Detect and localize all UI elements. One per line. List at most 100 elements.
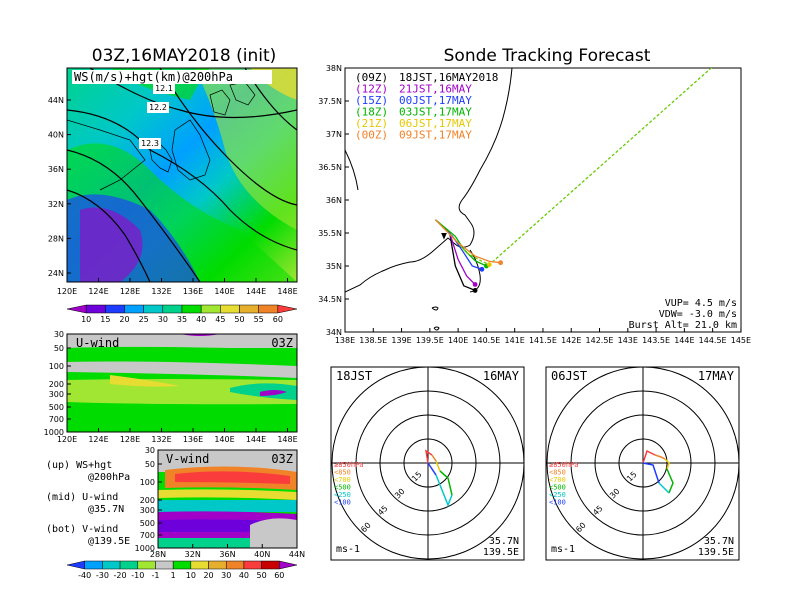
- hodo-left-trace: [427, 462, 437, 476]
- uv-colorbar-swatch: [137, 560, 156, 570]
- uv-colorbar-label: 1: [171, 571, 176, 580]
- track-lon-tick: 143.5E: [642, 336, 670, 345]
- contour-label-bg: [153, 83, 175, 94]
- u-lon-tick: 120E: [57, 435, 77, 444]
- ws-map-panel: WS(m/s)+hgt(km)@200hPa 12.1 12.2 12.3 44N 4…: [48, 67, 298, 296]
- map-lat-tick: 28N: [48, 234, 64, 243]
- map-lon-tick: 140E: [214, 287, 234, 296]
- uv-colorbar-swatch: [172, 560, 192, 570]
- u-p-tick: 30: [54, 330, 64, 339]
- uv-colorbar-swatch: [102, 560, 121, 570]
- uv-colorbar-swatch: [279, 560, 298, 570]
- v-wind-time: 03Z: [271, 452, 293, 466]
- hodo-right-lat: 35.7N: [704, 536, 734, 547]
- hodo-right-level-label: <700: [549, 476, 566, 484]
- uv-colorbar-label: 60: [274, 571, 284, 580]
- uv-colorbar-swatch: [243, 560, 262, 570]
- hodo-left-trace: [435, 474, 453, 508]
- ws-colorbar: 10 15 20 25 30 35 40 45 50 55 60: [66, 304, 298, 324]
- ws-colorbar-swatch: [239, 304, 259, 314]
- hodo-left-trace: [431, 454, 437, 462]
- u-p-tick: 500: [49, 403, 64, 412]
- hodo-right-trace: [664, 458, 670, 470]
- right-title: Sonde Tracking Forecast: [444, 46, 651, 66]
- track-lon-tick: 143E: [618, 336, 638, 345]
- v-lat-tick: 36N: [219, 550, 235, 559]
- uv-colorbar-swatch: [225, 560, 245, 570]
- map-lon-tick: 120E: [57, 287, 77, 296]
- u-lon-tick: 128E: [120, 435, 140, 444]
- hodo-left-level-label: ≥850hPa: [334, 461, 364, 469]
- hodo-right-trace: [658, 482, 670, 494]
- ws-colorbar-label: 10: [81, 315, 91, 324]
- hodo-left-lat: 35.7N: [489, 536, 519, 547]
- track-legend-run: (21Z): [355, 117, 388, 130]
- uv-colorbar: -40 -30 -20 -10 -1 1 10 20 30 40 50 60: [66, 560, 298, 580]
- ws-colorbar-swatch: [105, 304, 125, 314]
- track-landing-point: [479, 266, 485, 272]
- u-wind-time: 03Z: [271, 336, 293, 350]
- hodo-left-level-label: <500: [334, 484, 351, 492]
- ws-colorbar-label: 50: [234, 315, 244, 324]
- track-legend-run: (12Z): [355, 83, 388, 96]
- ws-colorbar-swatch: [143, 304, 164, 314]
- track-param: VDW= -3.0 m/s: [659, 309, 737, 320]
- map-lon-tick: 136E: [183, 287, 203, 296]
- ws-colorbar-swatch: [85, 304, 106, 314]
- ws-colorbar-label: 45: [215, 315, 225, 324]
- uv-colorbar-swatch: [66, 560, 85, 570]
- track-lon-tick: 144.5E: [699, 336, 727, 345]
- map-lon-tick: 132E: [151, 287, 171, 296]
- track-landing-point: [498, 260, 503, 266]
- ws-colorbar-swatch: [220, 304, 240, 314]
- v-p-tick: 50: [145, 460, 155, 469]
- map-lon-tick: 124E: [88, 287, 108, 296]
- hodo-right-level-label: <850: [549, 469, 566, 477]
- v-p-tick: 1000: [135, 544, 155, 553]
- uv-colorbar-swatch: [119, 560, 139, 570]
- track-lon-tick: 141.5E: [529, 336, 557, 345]
- hodo-right-unit: ms-1: [551, 544, 575, 555]
- hodo-right-rings: [546, 367, 739, 560]
- note-key: (up) WS+hgt: [46, 460, 112, 471]
- track-lon-tick: 140E: [448, 336, 468, 345]
- track-legend-label: 09JST,17MAY: [399, 129, 472, 142]
- uv-colorbar-label: -1: [151, 571, 159, 580]
- u-lon-tick: 124E: [88, 435, 108, 444]
- v-wind-label: V-wind: [166, 452, 209, 466]
- track-legend-label: 21JST,16MAY: [399, 83, 472, 96]
- u-lon-tick: 148E: [277, 435, 297, 444]
- track-lat-tick: 36N: [326, 196, 342, 205]
- track-series-5: [435, 219, 501, 264]
- hodo-left-lon: 139.5E: [483, 547, 519, 558]
- hodo-right-trace: [666, 468, 674, 494]
- track-lon-tick: 139.5E: [416, 336, 444, 345]
- contour-label: 12.2: [149, 103, 167, 112]
- panel-notes: (up) WS+hgt@200hPa (mid) U-wind@35.7N (bot…: [46, 460, 130, 547]
- v-lat-tick: 28N: [150, 550, 166, 559]
- hodo-right-lon: 139.5E: [698, 547, 734, 558]
- note-key: (bot) V-wind: [46, 524, 118, 535]
- ws-colorbar-label: 35: [177, 315, 187, 324]
- uv-colorbar-label: 10: [186, 571, 196, 580]
- track-landing-point: [486, 262, 492, 268]
- track-legend-run: (18Z): [355, 106, 388, 119]
- hodo-left-level-label: <850: [334, 469, 351, 477]
- map-lon-tick: 128E: [120, 287, 140, 296]
- track-param: VUP= 4.5 m/s: [665, 298, 737, 309]
- u-p-tick: 1000: [44, 428, 64, 437]
- hodo-right-level-label: <250: [549, 491, 566, 499]
- note-sub: @139.5E: [88, 536, 130, 547]
- map-lat-tick: 44N: [48, 96, 64, 105]
- ws-map-label: WS(m/s)+hgt(km)@200hPa: [74, 70, 233, 84]
- contour-label-bg: [147, 102, 169, 113]
- track-landing-point: [472, 288, 478, 293]
- track-legend-run: (15Z): [355, 94, 388, 107]
- ws-colorbar-swatch: [258, 304, 279, 314]
- track-lat-tick: 38N: [326, 64, 342, 73]
- hodo-left-time: 18JST: [336, 369, 372, 383]
- hodo-left-level-label: <700: [334, 476, 351, 484]
- v-p-tick: 200: [140, 496, 155, 505]
- ws-colorbar-label: 60: [273, 315, 283, 324]
